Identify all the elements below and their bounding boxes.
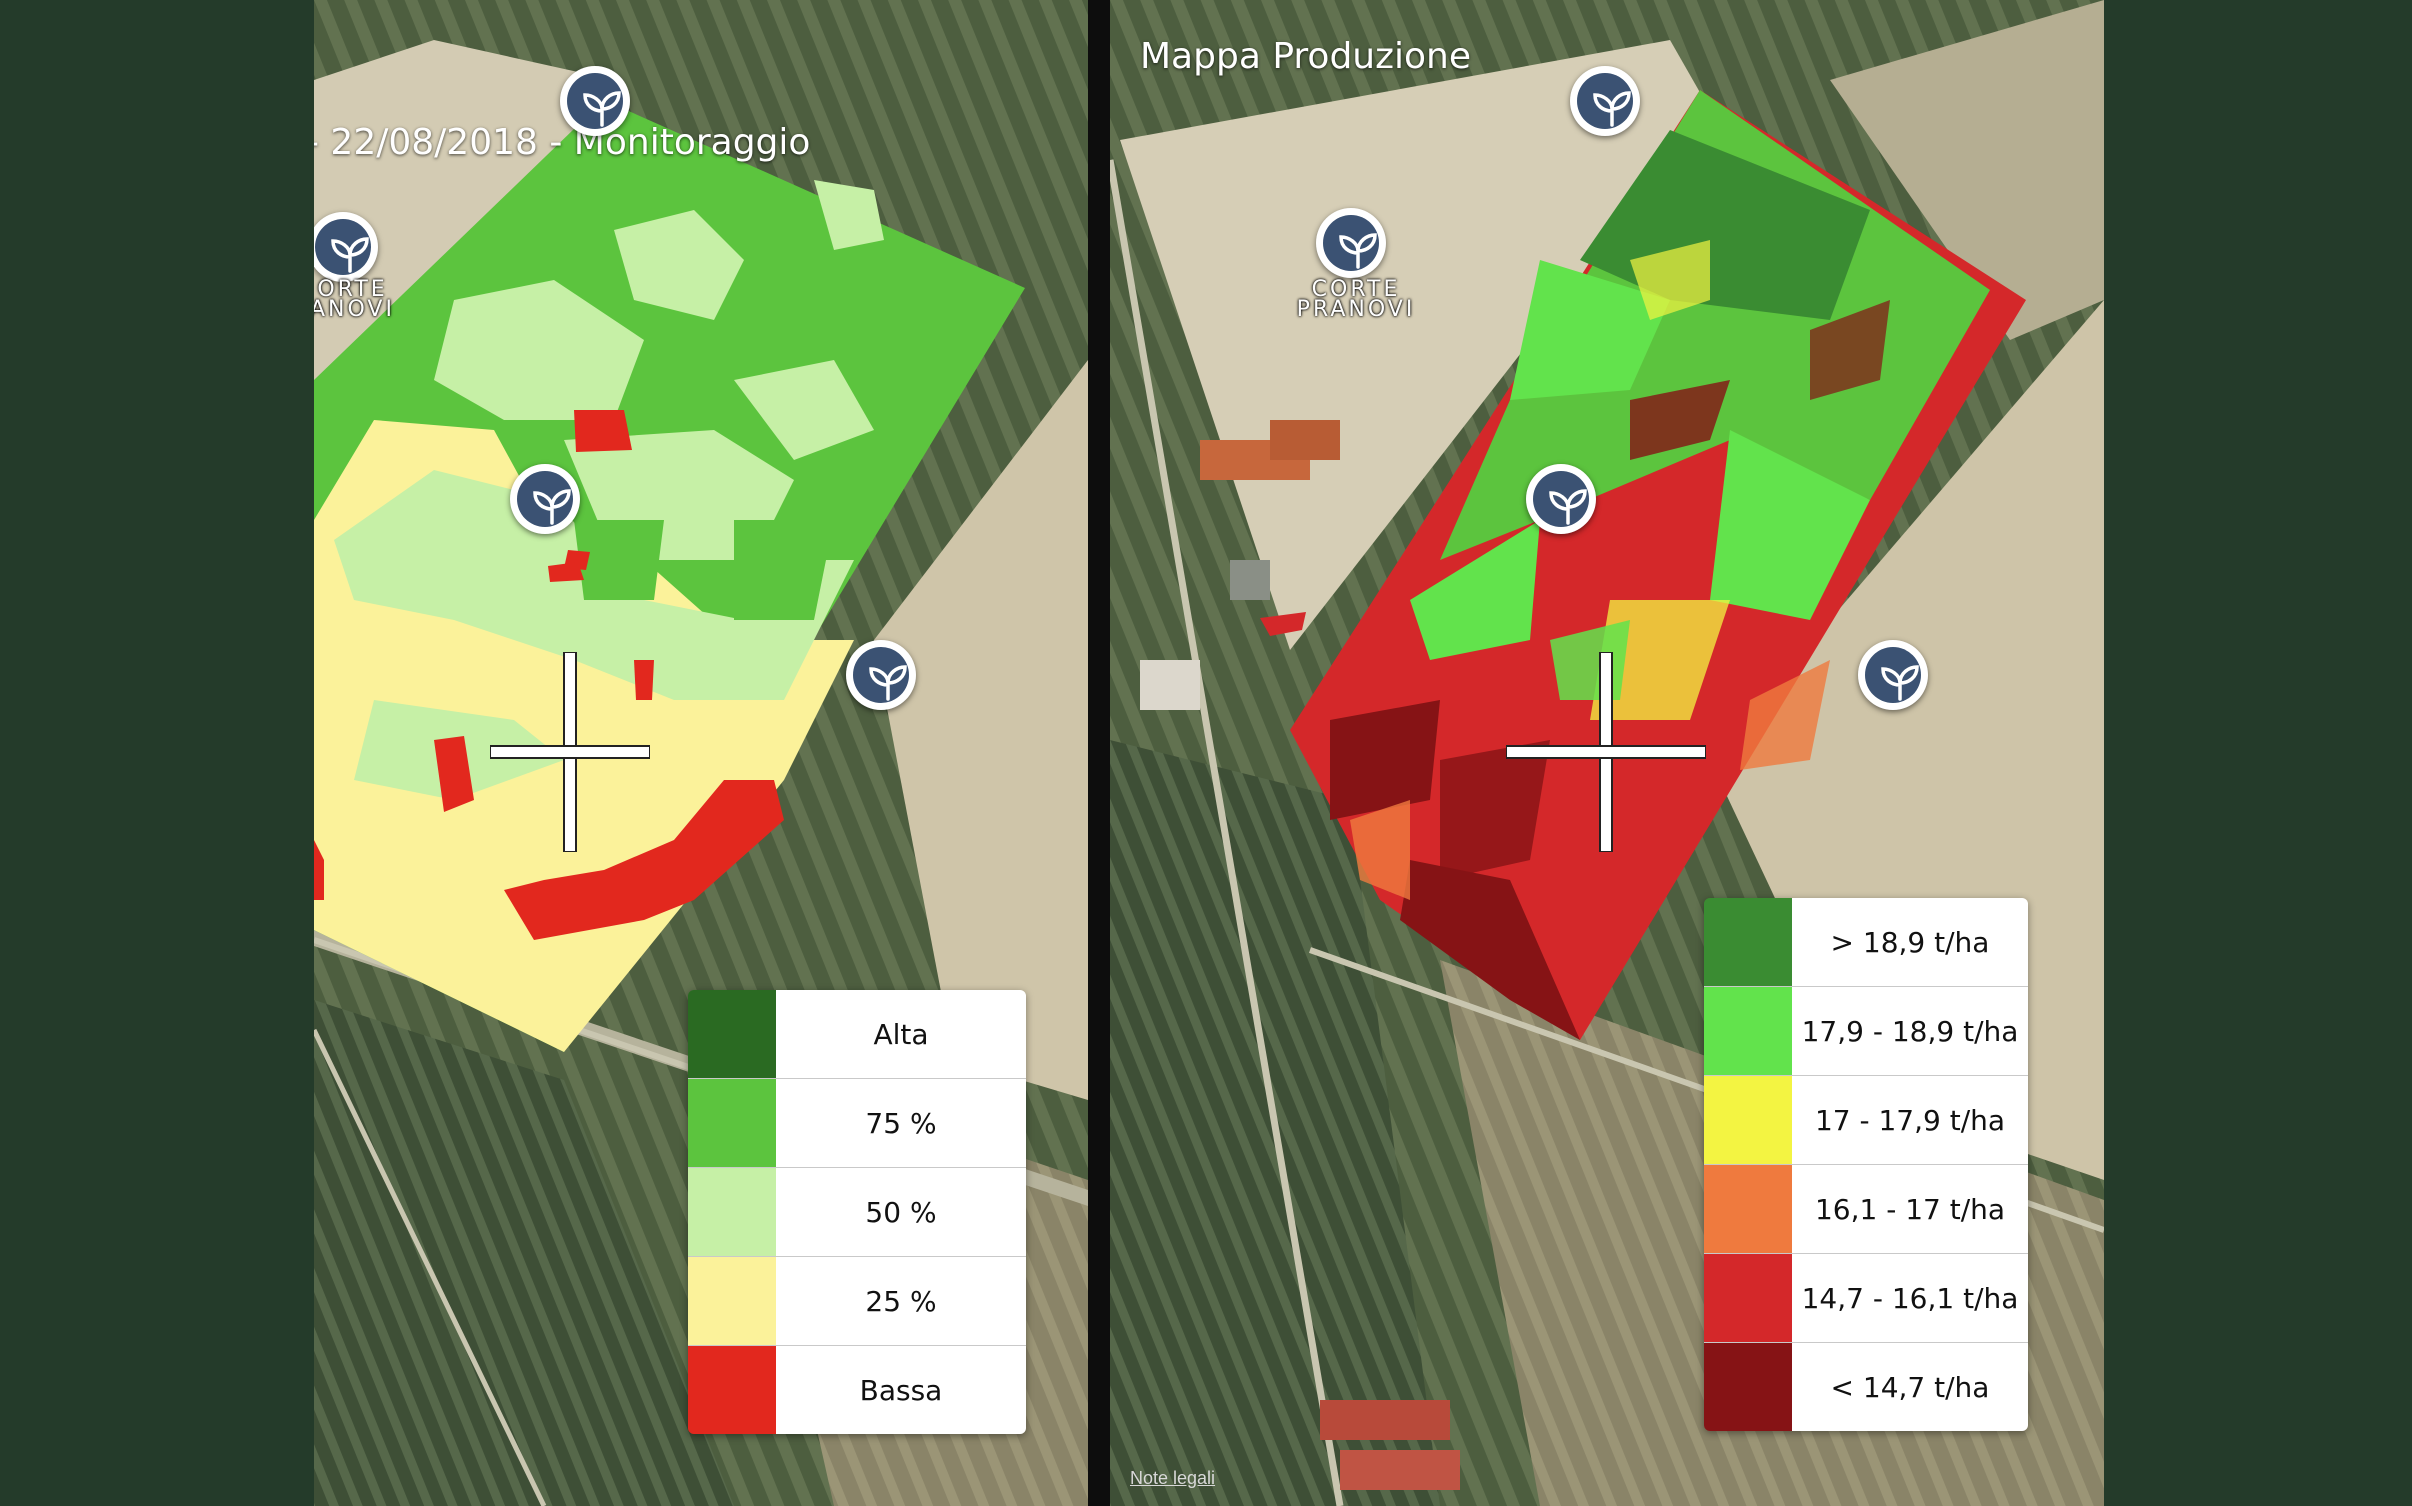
seedling-icon[interactable] [1526, 464, 1596, 534]
legend-row: 16,1 - 17 t/ha [1704, 1165, 2028, 1254]
crosshair-icon [490, 652, 650, 852]
legend-label: > 18,9 t/ha [1792, 898, 2028, 986]
legend-label: 14,7 - 16,1 t/ha [1792, 1254, 2028, 1342]
legend-swatch [1704, 1343, 1792, 1431]
seedling-icon[interactable] [560, 66, 630, 136]
seedling-icon[interactable] [1316, 208, 1386, 278]
legal-notes-link[interactable]: Note legali [1130, 1468, 1216, 1488]
right-map-panel[interactable]: Mappa Produzione CORTE PRANOVI > 18,9 t/… [1110, 0, 2104, 1506]
legend-row: Bassa [688, 1346, 1026, 1434]
legend-row: 17,9 - 18,9 t/ha [1704, 987, 2028, 1076]
legend-label: 16,1 - 17 t/ha [1792, 1165, 2028, 1253]
legend-label: 50 % [776, 1168, 1026, 1256]
legend-swatch [688, 1346, 776, 1434]
legend-row: 75 % [688, 1079, 1026, 1168]
legend-swatch [1704, 898, 1792, 986]
seedling-icon[interactable] [510, 464, 580, 534]
place-label: CORTE PRANOVI [1296, 277, 1416, 322]
legend-swatch [688, 1079, 776, 1167]
legend-swatch [1704, 987, 1792, 1075]
panel-divider [1088, 0, 1110, 1506]
legend-swatch [688, 990, 776, 1078]
legend-label: < 14,7 t/ha [1792, 1343, 2028, 1431]
legend-label: Bassa [776, 1346, 1026, 1434]
vigor-legend: Alta 75 % 50 % 25 % Bassa [688, 990, 1026, 1434]
seedling-icon[interactable] [1858, 640, 1928, 710]
legend-label: 17 - 17,9 t/ha [1792, 1076, 2028, 1164]
left-map-panel[interactable]: - 22/08/2018 - Monitoraggio ORTE ANOVI A… [314, 0, 1088, 1506]
legend-row: Alta [688, 990, 1026, 1079]
left-map-title: - 22/08/2018 - Monitoraggio [314, 122, 811, 163]
legend-label: 25 % [776, 1257, 1026, 1345]
yield-legend: > 18,9 t/ha 17,9 - 18,9 t/ha 17 - 17,9 t… [1704, 898, 2028, 1431]
seedling-icon[interactable] [846, 640, 916, 710]
legend-row: < 14,7 t/ha [1704, 1343, 2028, 1431]
legend-swatch [688, 1168, 776, 1256]
legend-label: Alta [776, 990, 1026, 1078]
legend-swatch [1704, 1076, 1792, 1164]
legend-row: 50 % [688, 1168, 1026, 1257]
seedling-icon[interactable] [1570, 66, 1640, 136]
legend-swatch [1704, 1165, 1792, 1253]
seedling-icon[interactable] [314, 212, 378, 282]
legend-row: 17 - 17,9 t/ha [1704, 1076, 2028, 1165]
legend-label: 17,9 - 18,9 t/ha [1792, 987, 2028, 1075]
legend-row: 14,7 - 16,1 t/ha [1704, 1254, 2028, 1343]
place-label: ORTE ANOVI [314, 277, 395, 322]
legend-row: 25 % [688, 1257, 1026, 1346]
legend-label: 75 % [776, 1079, 1026, 1167]
legend-swatch [1704, 1254, 1792, 1342]
legend-swatch [688, 1257, 776, 1345]
legend-row: > 18,9 t/ha [1704, 898, 2028, 987]
right-map-title: Mappa Produzione [1140, 36, 1471, 77]
yield-map-field [1260, 90, 2026, 1040]
crosshair-icon [1506, 652, 1706, 852]
